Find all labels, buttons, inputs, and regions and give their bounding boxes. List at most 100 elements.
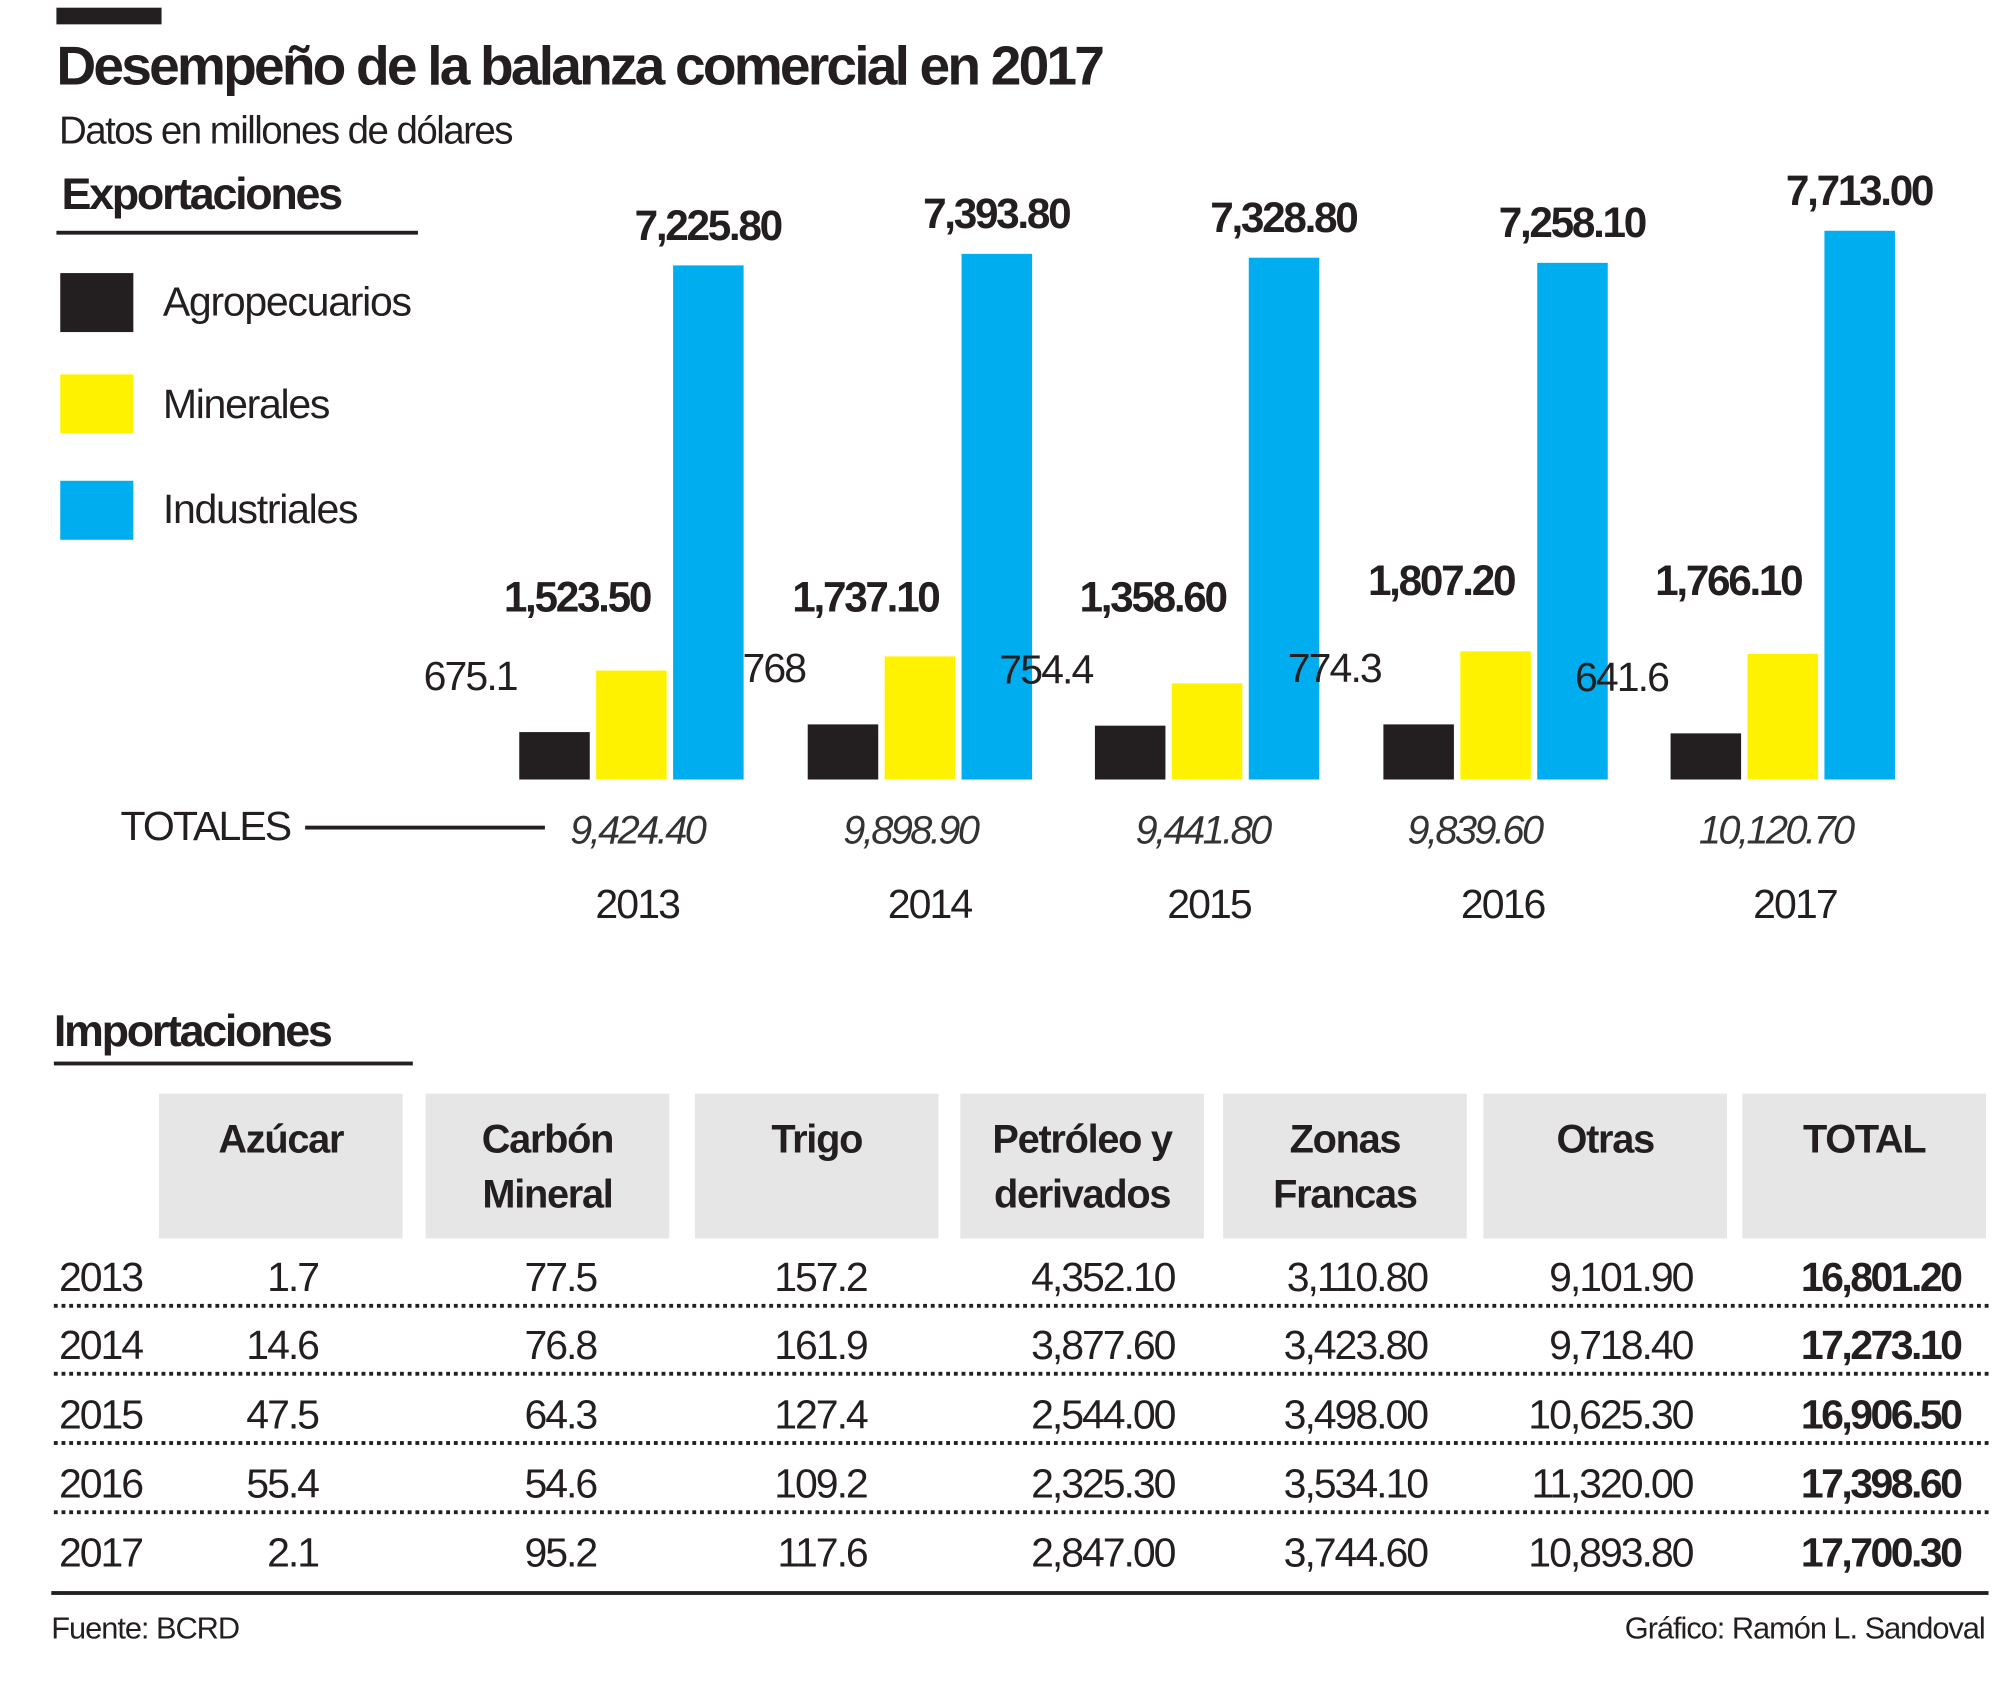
bar-agropecuarios-2017: [1670, 733, 1742, 780]
bar-industriales-2015: [1248, 258, 1320, 780]
table-cell: 11,320.00: [1531, 1460, 1694, 1507]
column-header: TOTAL: [1742, 1093, 1986, 1239]
x-tick-label-2014: 2014: [887, 880, 974, 927]
data-label-minerales-2017: 1,766.10: [1655, 556, 1804, 604]
table-cell: 16,801.20: [1800, 1253, 1963, 1301]
table-cell: 55.4: [246, 1460, 320, 1507]
table-cell: 95.2: [524, 1529, 599, 1576]
table-cell: 3,110.80: [1286, 1253, 1429, 1301]
legend-label-minerales: Minerales: [162, 380, 331, 427]
decorative-top-bar: [56, 7, 162, 25]
data-label-minerales-2016: 1,807.20: [1367, 556, 1517, 604]
total-2014: 9,898.90: [843, 807, 980, 853]
bar-agropecuarios-2016: [1383, 724, 1454, 780]
x-tick-label-2016: 2016: [1460, 880, 1547, 927]
bar-agropecuarios-2014: [807, 724, 879, 780]
bar-minerales-2013: [596, 671, 667, 780]
x-tick-label-2017: 2017: [1753, 880, 1839, 927]
exports-heading: Exportaciones: [61, 169, 344, 220]
data-label-agropecuarios-2016: 774.3: [1287, 644, 1383, 692]
table-cell: 2,847.00: [1031, 1529, 1176, 1576]
data-label-minerales-2014: 1,737.10: [792, 573, 941, 621]
row-divider: [53, 1510, 1989, 1515]
total-2017: 10,120.70: [1698, 807, 1855, 853]
totals-leader-line: [305, 825, 545, 830]
data-label-industriales-2015: 7,328.80: [1210, 193, 1359, 242]
row-year: 2016: [58, 1460, 144, 1507]
column-header: Azúcar: [158, 1093, 403, 1239]
bar-industriales-2013: [673, 265, 744, 780]
total-2015: 9,441.80: [1135, 807, 1273, 853]
legend-swatch-agropecuarios: [60, 273, 134, 333]
table-cell: 17,398.60: [1800, 1460, 1963, 1507]
column-header: Otras: [1483, 1093, 1727, 1239]
column-header: Zonas Francas: [1223, 1093, 1467, 1239]
table-cell: 2.1: [267, 1529, 320, 1576]
column-header: Trigo: [694, 1093, 939, 1239]
table-cell: 3,498.00: [1283, 1391, 1429, 1438]
data-label-agropecuarios-2014: 768: [742, 645, 807, 692]
data-label-agropecuarios-2013: 675.1: [423, 651, 519, 699]
data-label-agropecuarios-2015: 754.4: [999, 646, 1094, 693]
table-cell: 3,744.60: [1283, 1529, 1429, 1576]
bar-minerales-2016: [1460, 650, 1531, 780]
table-cell: 9,718.40: [1549, 1321, 1694, 1369]
table-cell: 3,877.60: [1031, 1321, 1176, 1369]
page-title: Desempeño de la balanza comercial en 201…: [56, 35, 1105, 98]
table-cell: 2,544.00: [1031, 1391, 1176, 1438]
bar-agropecuarios-2015: [1094, 725, 1166, 780]
table-cell: 17,273.10: [1800, 1321, 1963, 1369]
table-cell: 3,534.10: [1283, 1460, 1429, 1507]
legend-swatch-minerales: [60, 374, 134, 434]
table-cell: 157.2: [774, 1253, 868, 1301]
totals-label: TOTALES: [120, 802, 293, 849]
table-cell: 64.3: [524, 1391, 599, 1438]
total-2016: 9,839.60: [1407, 807, 1544, 853]
bar-industriales-2014: [961, 253, 1033, 780]
column-header: Petróleo y derivados: [960, 1093, 1204, 1239]
data-label-industriales-2016: 7,258.10: [1498, 198, 1648, 247]
bar-industriales-2017: [1824, 230, 1895, 780]
table-cell: 127.4: [774, 1391, 868, 1438]
data-label-minerales-2015: 1,358.60: [1079, 573, 1228, 621]
data-label-minerales-2013: 1,523.50: [503, 573, 653, 621]
column-header: Carbón Mineral: [425, 1093, 670, 1239]
legend-swatch-industriales: [60, 480, 134, 540]
x-tick-label-2013: 2013: [595, 880, 681, 927]
table-bottom-rule: [51, 1591, 1989, 1595]
row-divider: [53, 1303, 1989, 1308]
table-cell: 109.2: [774, 1460, 868, 1507]
table-cell: 77.5: [524, 1253, 599, 1301]
data-label-industriales-2013: 7,225.80: [634, 201, 784, 249]
table-cell: 17,700.30: [1800, 1529, 1963, 1576]
bar-agropecuarios-2013: [519, 731, 590, 780]
subtitle: Datos en millones de dólares: [58, 110, 513, 153]
bar-minerales-2015: [1171, 682, 1243, 780]
table-cell: 3,423.80: [1283, 1321, 1429, 1369]
row-year: 2017: [58, 1529, 144, 1576]
table-cell: 117.6: [777, 1529, 868, 1576]
imports-heading: Importaciones: [53, 1006, 333, 1057]
total-2013: 9,424.40: [570, 807, 707, 853]
x-tick-label-2015: 2015: [1167, 880, 1253, 927]
data-label-industriales-2014: 7,393.80: [923, 189, 1072, 237]
row-year: 2014: [58, 1321, 144, 1369]
source-note: Fuente: BCRD: [51, 1611, 240, 1647]
row-year: 2013: [58, 1253, 144, 1301]
row-divider: [53, 1441, 1989, 1445]
table-cell: 1.7: [267, 1253, 320, 1301]
table-cell: 4,352.10: [1031, 1253, 1176, 1301]
data-label-agropecuarios-2017: 641.6: [1574, 654, 1670, 701]
bar-minerales-2017: [1747, 653, 1819, 780]
row-year: 2015: [58, 1391, 144, 1438]
imports-heading-underline: [53, 1061, 413, 1066]
bar-industriales-2016: [1537, 263, 1608, 780]
table-cell: 9,101.90: [1549, 1253, 1694, 1301]
table-cell: 2,325.30: [1031, 1460, 1176, 1507]
legend-label-agropecuarios: Agropecuarios: [162, 278, 412, 325]
table-cell: 10,625.30: [1528, 1391, 1694, 1438]
bar-minerales-2014: [884, 655, 956, 780]
credit-note: Gráfico: Ramón L. Sandoval: [1624, 1611, 1986, 1647]
legend-label-industriales: Industriales: [162, 485, 359, 533]
